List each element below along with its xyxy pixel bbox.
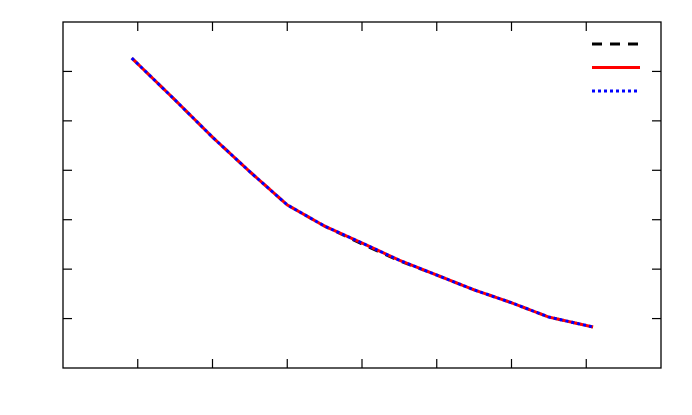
series-line bbox=[130, 57, 594, 329]
series-line bbox=[130, 57, 594, 329]
plot-frame bbox=[62, 21, 662, 369]
series-line bbox=[130, 57, 594, 329]
